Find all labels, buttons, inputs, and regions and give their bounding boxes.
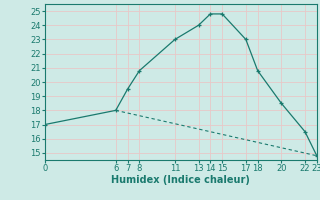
X-axis label: Humidex (Indice chaleur): Humidex (Indice chaleur) (111, 175, 250, 185)
